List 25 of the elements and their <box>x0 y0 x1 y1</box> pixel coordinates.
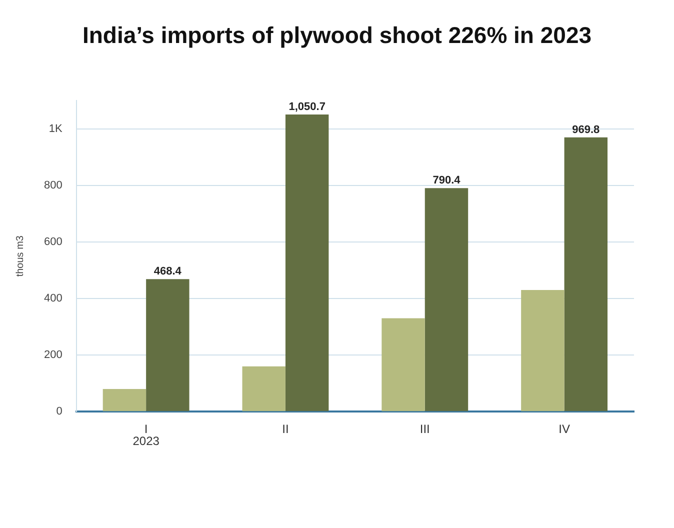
x-tick-label: II <box>282 422 289 436</box>
chart-title: India’s imports of plywood shoot 226% in 2023 <box>81 22 593 49</box>
data-label: 468.4 <box>154 266 182 278</box>
bar <box>146 279 190 412</box>
x-tick-label: I <box>144 422 148 436</box>
text: 2023 <box>132 434 160 448</box>
bar <box>521 290 564 412</box>
data-label: 969.8 <box>572 124 600 136</box>
y-tick-label: 800 <box>44 179 62 192</box>
y-tick-label: 200 <box>44 349 62 362</box>
x-tick-label: III <box>420 422 430 436</box>
bar <box>382 318 425 412</box>
y-tick-label: 600 <box>44 236 62 248</box>
y-tick-label: 0 <box>56 406 62 418</box>
data-label: 1,050.7 <box>288 101 326 114</box>
y-tick-label: 1K <box>48 122 63 135</box>
y-tick-label: 400 <box>44 292 62 305</box>
bar <box>102 388 146 412</box>
x-tick-label: IV <box>558 422 570 436</box>
bar <box>242 366 286 412</box>
y-axis-title: thous m3 <box>14 235 26 277</box>
bar <box>564 137 608 412</box>
data-label: 790.4 <box>432 174 462 187</box>
bar <box>285 114 329 412</box>
bar <box>424 188 468 412</box>
